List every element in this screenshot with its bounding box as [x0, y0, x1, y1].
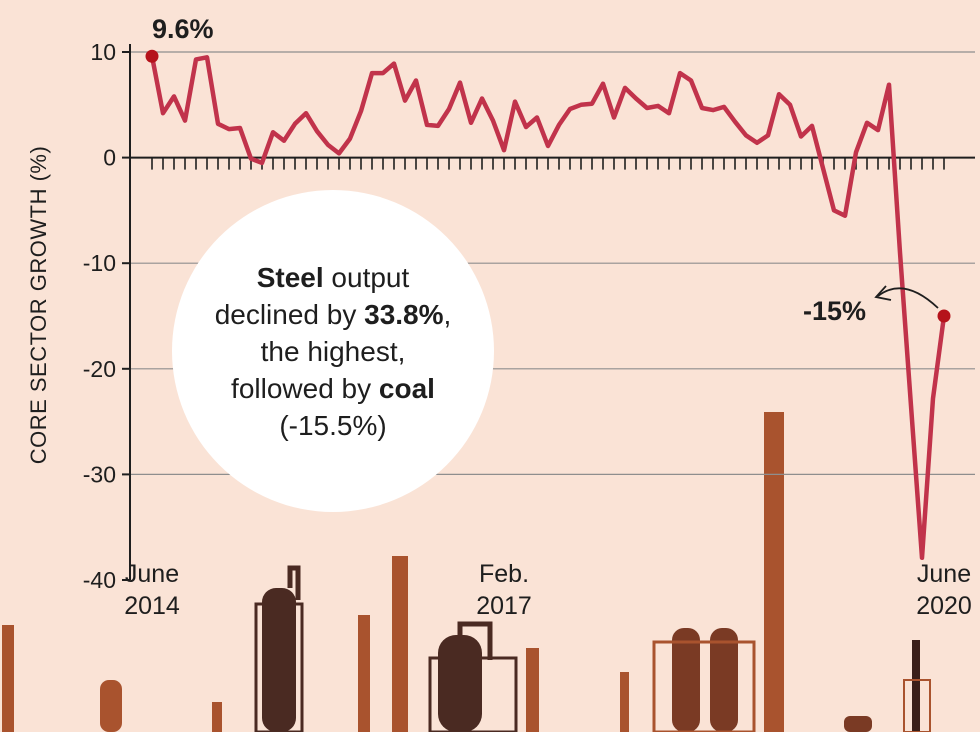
chimney — [2, 625, 14, 732]
y-tick-label: -30 — [83, 461, 116, 487]
annotations-layer: 9.6% -15% — [145, 14, 951, 326]
tank-frame — [254, 602, 304, 732]
x-date-label-line1: June — [125, 560, 179, 588]
end-value-label: -15% — [803, 296, 866, 326]
tank — [262, 588, 296, 732]
tank — [710, 628, 738, 732]
y-tick-label: -10 — [83, 250, 116, 276]
tank-frame — [428, 656, 518, 732]
pipe — [457, 621, 493, 660]
tank — [844, 716, 872, 732]
callout-steel: Steel — [256, 261, 324, 293]
callout-text-2: , the highest, followed by — [231, 298, 452, 404]
chimney — [212, 702, 222, 732]
y-tick-label: -20 — [83, 356, 116, 382]
callout-steel-pct: 33.8% — [364, 298, 444, 330]
tower — [912, 640, 920, 732]
chimney — [764, 412, 784, 732]
x-date-label-line1: Feb. — [479, 560, 529, 588]
end-point-marker — [937, 309, 951, 323]
x-date-label-line2: 2014 — [124, 592, 180, 620]
start-point-marker — [145, 49, 159, 63]
tank-frame — [652, 640, 756, 732]
steel-coal-callout: Steel output declined by 33.8%, the high… — [172, 190, 494, 512]
factory-skyline-illustration — [2, 412, 931, 732]
tank — [672, 628, 700, 732]
chimney — [526, 648, 539, 732]
tank — [438, 635, 482, 732]
chimney — [358, 615, 370, 732]
y-tick-label: -40 — [83, 567, 116, 593]
start-value-label: 9.6% — [152, 14, 214, 44]
pipe — [287, 565, 301, 600]
tank — [100, 680, 122, 732]
annotation-arrow — [877, 287, 939, 309]
growth-line — [149, 53, 947, 561]
y-tick-label: 10 — [90, 39, 116, 65]
y-tick-label: 0 — [103, 145, 116, 171]
x-axis: June 2014 Feb. 2017 June 2020 — [124, 156, 975, 620]
x-date-label-line2: 2020 — [916, 592, 972, 620]
callout-text-1: output declined by — [214, 261, 410, 330]
x-date-label-line2: 2017 — [476, 592, 532, 620]
callout-coal: coal — [378, 372, 435, 404]
y-axis: 10 0 -10 -20 -30 -40 — [83, 39, 131, 593]
series-layer — [149, 53, 947, 561]
tower-frame — [903, 679, 931, 732]
x-date-label-line1: June — [917, 560, 971, 588]
annotation-arrowhead — [874, 285, 892, 301]
callout-coal-pct: (-15.5%) — [279, 409, 387, 441]
chimney — [392, 556, 408, 732]
chimney — [620, 672, 629, 732]
y-axis-title: CORE SECTOR GROWTH (%) — [26, 146, 51, 465]
